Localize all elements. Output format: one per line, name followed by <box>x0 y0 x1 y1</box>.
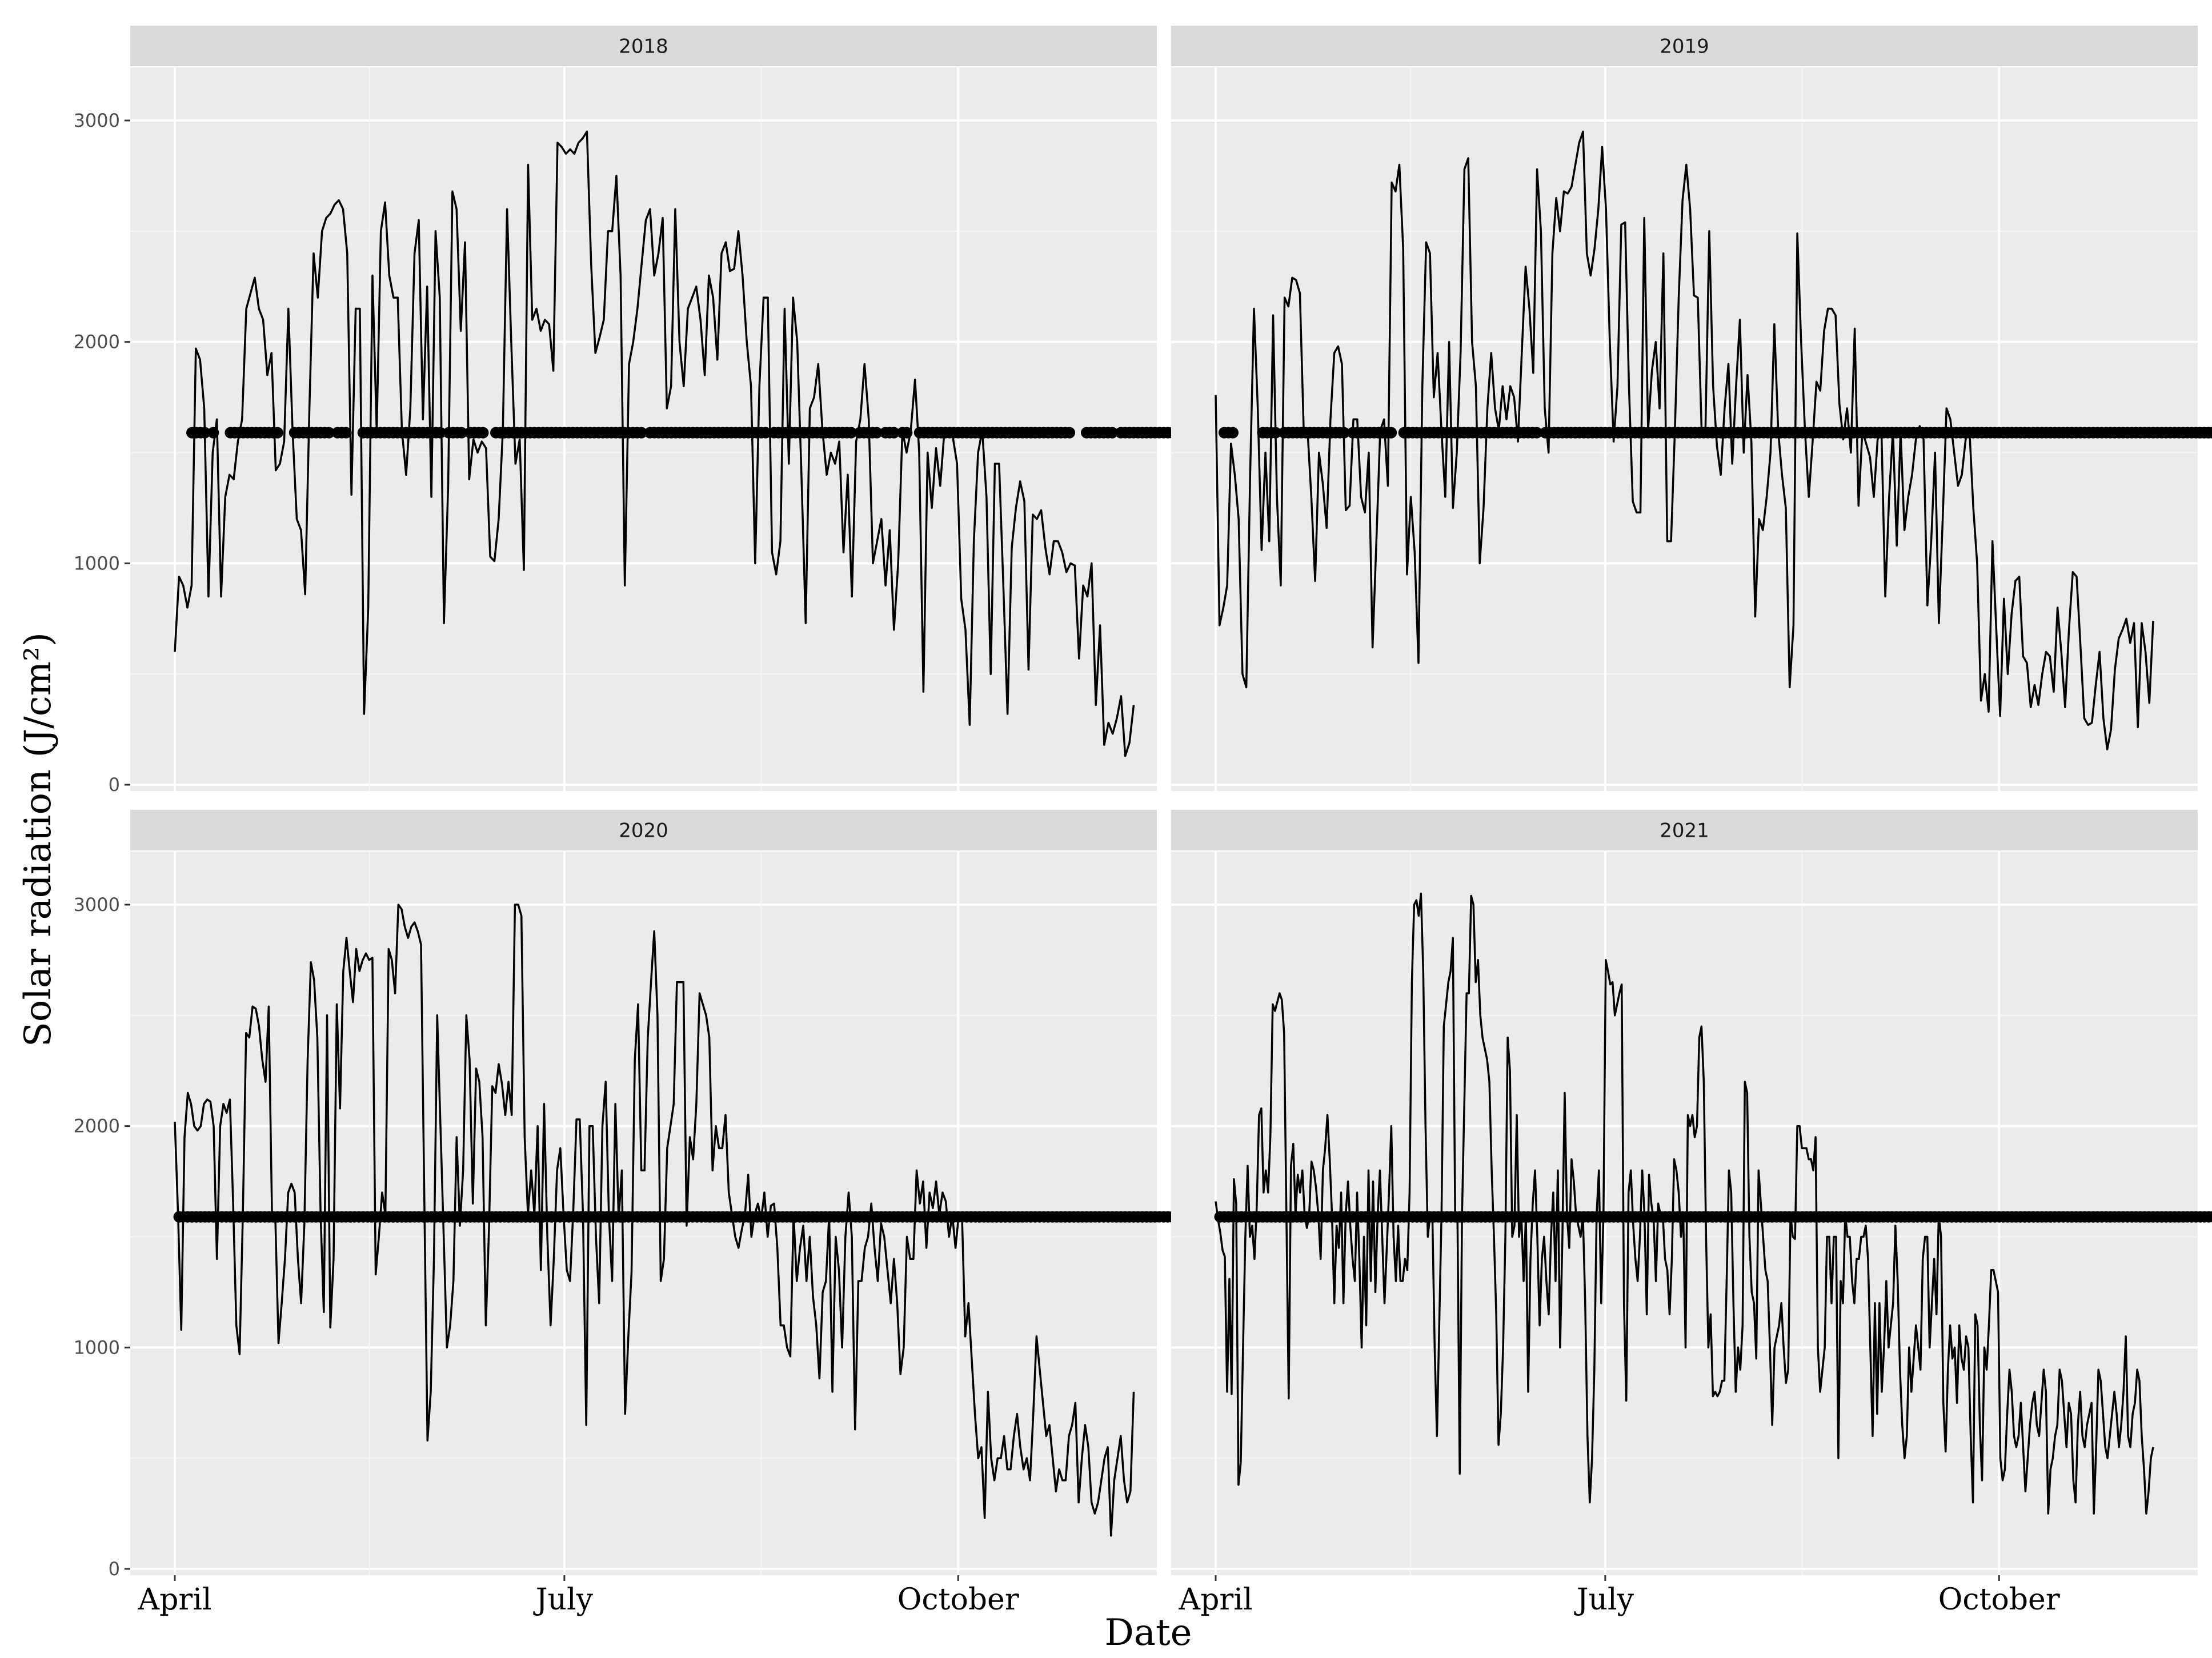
facet-panel: 2021 April July October <box>1171 810 2212 1617</box>
radiation-line <box>1215 130 2154 750</box>
marker-point <box>1107 427 1118 439</box>
marker-point <box>845 427 857 439</box>
x-axis-title: Date <box>1104 1612 1192 1654</box>
facet-panel: 2019 <box>1171 26 2212 791</box>
marker-point <box>434 427 446 439</box>
facet-strip-label: 2021 <box>1660 820 1709 842</box>
facet-strip-label: 2020 <box>619 820 668 842</box>
marker-point <box>871 427 883 439</box>
marker-point <box>340 427 352 439</box>
facet-strip <box>1171 26 2198 66</box>
x-tick-label: October <box>897 1583 1019 1617</box>
marker-point <box>760 427 772 439</box>
y-tick-label: 0 <box>109 1558 120 1580</box>
marker-point <box>1227 427 1239 439</box>
marker-point <box>323 427 335 439</box>
y-tick-label: 0 <box>109 774 120 796</box>
y-tick-label: 1000 <box>74 552 120 574</box>
y-axis-title: Solar radiation (J/cm²) <box>17 632 59 1047</box>
marker-point <box>1269 427 1281 439</box>
y-tick-label: 3000 <box>74 110 120 131</box>
marker-point <box>199 427 211 439</box>
marker-point <box>1385 427 1397 439</box>
panels-group: 2018 0 1000 2000 3000 2019 2020 0 1000 2000 3000 Ap… <box>74 26 2212 1617</box>
marker-point <box>1531 427 1542 439</box>
facet-strip <box>130 26 1157 66</box>
marker-point <box>456 427 467 439</box>
y-tick-label: 2000 <box>74 1115 120 1137</box>
marker-point <box>901 427 913 439</box>
marker-point <box>888 427 900 439</box>
facet-panel: 2020 0 1000 2000 3000 April July October <box>74 810 1465 1617</box>
x-tick-label: April <box>138 1583 212 1617</box>
y-tick-label: 3000 <box>74 894 120 916</box>
marker-point <box>2207 1211 2212 1223</box>
facet-strip <box>130 810 1157 850</box>
radiation-line <box>1215 892 2154 1515</box>
facet-strip-label: 2018 <box>619 35 668 58</box>
marker-point <box>635 427 647 439</box>
x-tick-label: July <box>1574 1583 1634 1617</box>
facet-strip <box>1171 810 2198 850</box>
y-tick-label: 1000 <box>74 1336 120 1358</box>
x-tick-label: July <box>533 1583 594 1617</box>
radiation-line <box>174 904 1135 1537</box>
facet-strip-label: 2019 <box>1660 35 1709 58</box>
marker-point <box>477 427 489 439</box>
x-tick-label: October <box>1938 1583 2060 1617</box>
radiation-line <box>174 130 1135 757</box>
marker-point <box>271 427 283 439</box>
x-tick-label: April <box>1179 1583 1253 1617</box>
y-tick-label: 2000 <box>74 331 120 353</box>
marker-point <box>2207 427 2212 439</box>
marker-point <box>207 427 219 439</box>
marker-point <box>1064 427 1076 439</box>
marker-point <box>1338 427 1350 439</box>
